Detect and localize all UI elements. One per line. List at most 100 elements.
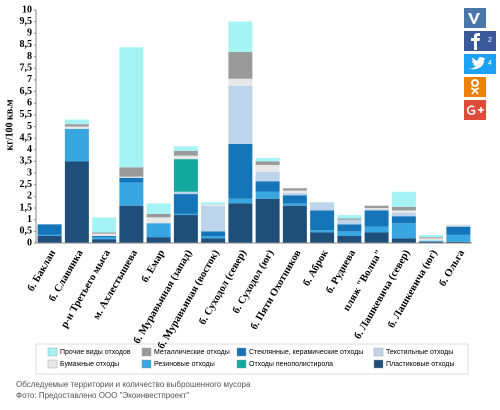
share-count: 2 (488, 37, 492, 44)
bar-segment (92, 237, 117, 240)
bar-segment (146, 223, 171, 238)
bar-segment (173, 150, 198, 156)
y-tick-label: 4,5 (20, 132, 33, 143)
bar-segment (255, 157, 280, 162)
bar-segment (173, 213, 198, 216)
bar-segment (364, 232, 389, 243)
legend-swatch (236, 359, 247, 369)
bar-segment (282, 192, 307, 196)
bar-segment (419, 234, 444, 238)
bar-segment (119, 176, 144, 178)
legend-swatch (236, 347, 247, 357)
bar-segment (173, 215, 198, 243)
bar-segment (173, 194, 198, 214)
bar-segment (146, 203, 171, 214)
y-tick-label: 4 (27, 144, 32, 155)
ok-icon (471, 79, 479, 87)
legend-label: Стеклянные, керамические отходы (249, 349, 363, 356)
y-tick-label: 10 (22, 4, 32, 15)
y-tick-label: 7,5 (20, 63, 33, 74)
bar-segment (119, 47, 144, 168)
y-tick-label: 3,5 (20, 156, 33, 167)
y-tick-label: 2 (27, 191, 32, 202)
ok-icon (470, 87, 480, 95)
bar-segment (364, 208, 389, 210)
y-tick-label: 3 (27, 167, 32, 178)
bar-segment (201, 204, 226, 206)
bar-segment (337, 219, 362, 225)
bar-segment (419, 238, 444, 241)
facebook-button[interactable] (464, 31, 496, 51)
bar-segment (446, 225, 471, 227)
y-tick-label: 5 (27, 121, 32, 132)
bar-segment (419, 240, 444, 242)
bar-segment (119, 205, 144, 243)
y-tick-label: 9,5 (20, 16, 33, 27)
bar-segment (228, 51, 253, 79)
y-tick-label: 9 (27, 28, 32, 39)
bar-segment (228, 78, 253, 86)
bar-segment (282, 190, 307, 193)
legend-label: Прочие виды отходов (60, 349, 131, 356)
bar-segment (337, 215, 362, 219)
bar-segment (228, 85, 253, 144)
y-tick-label: 1 (27, 214, 32, 225)
bar-segment (310, 210, 335, 231)
bar-segment (119, 167, 144, 177)
bar-segment (391, 212, 416, 217)
x-tick-label: б. Емар (140, 248, 167, 285)
bar-segment (364, 226, 389, 233)
facebook-icon (471, 33, 480, 50)
y-tick-label: 0,5 (20, 226, 33, 237)
vk-button[interactable] (464, 8, 486, 28)
bar-segment (146, 213, 171, 218)
bar-segment (419, 237, 444, 239)
bar-segment (446, 226, 471, 235)
y-tick-label: 0 (27, 237, 32, 248)
bar-segment (37, 236, 62, 243)
y-tick-label: 6 (27, 97, 32, 108)
bar-segment (64, 124, 89, 127)
bar-segment (146, 237, 171, 243)
legend-swatch (47, 359, 58, 369)
bar-segment (92, 239, 117, 243)
bar-segment (255, 198, 280, 243)
bar-segment (64, 126, 89, 129)
x-tick-label: б. Лашкевича (юг) (386, 248, 440, 330)
bar-segment (64, 128, 89, 162)
bar-segment (310, 232, 335, 243)
bar-segment (337, 224, 362, 232)
bar-segment (255, 161, 280, 165)
bar-segment (201, 205, 226, 232)
legend-label: Бумажные отходы (60, 361, 119, 368)
bar-segment (173, 146, 198, 151)
y-tick-label: 8,5 (20, 39, 33, 50)
bar-segment (64, 161, 89, 243)
bar-segment (173, 155, 198, 160)
bar-segment (64, 119, 89, 125)
bar-segment (201, 231, 226, 237)
bar-segment (37, 234, 62, 237)
legend-label: Резиновые отходы (154, 361, 215, 368)
legend-swatch (141, 347, 152, 357)
bar-segment (92, 233, 117, 237)
bar-segment (146, 217, 171, 224)
legend-swatch (141, 359, 152, 369)
bar-segment (364, 210, 389, 227)
x-tick-label: б. Ольга (437, 248, 467, 289)
bar-segment (391, 223, 416, 239)
bar-segment (446, 234, 471, 242)
legend-label: Отходы пенополистирола (249, 361, 333, 368)
bar-segment (282, 205, 307, 243)
bar-segment (255, 164, 280, 172)
bar-segment (201, 202, 226, 205)
bar-segment (173, 159, 198, 192)
bar-segment (282, 195, 307, 204)
bar-segment (419, 241, 444, 243)
bar-segment (282, 203, 307, 206)
bar-segment (201, 236, 226, 239)
bar-segment (310, 230, 335, 233)
bar-segment (337, 231, 362, 237)
bar-segment (228, 203, 253, 243)
